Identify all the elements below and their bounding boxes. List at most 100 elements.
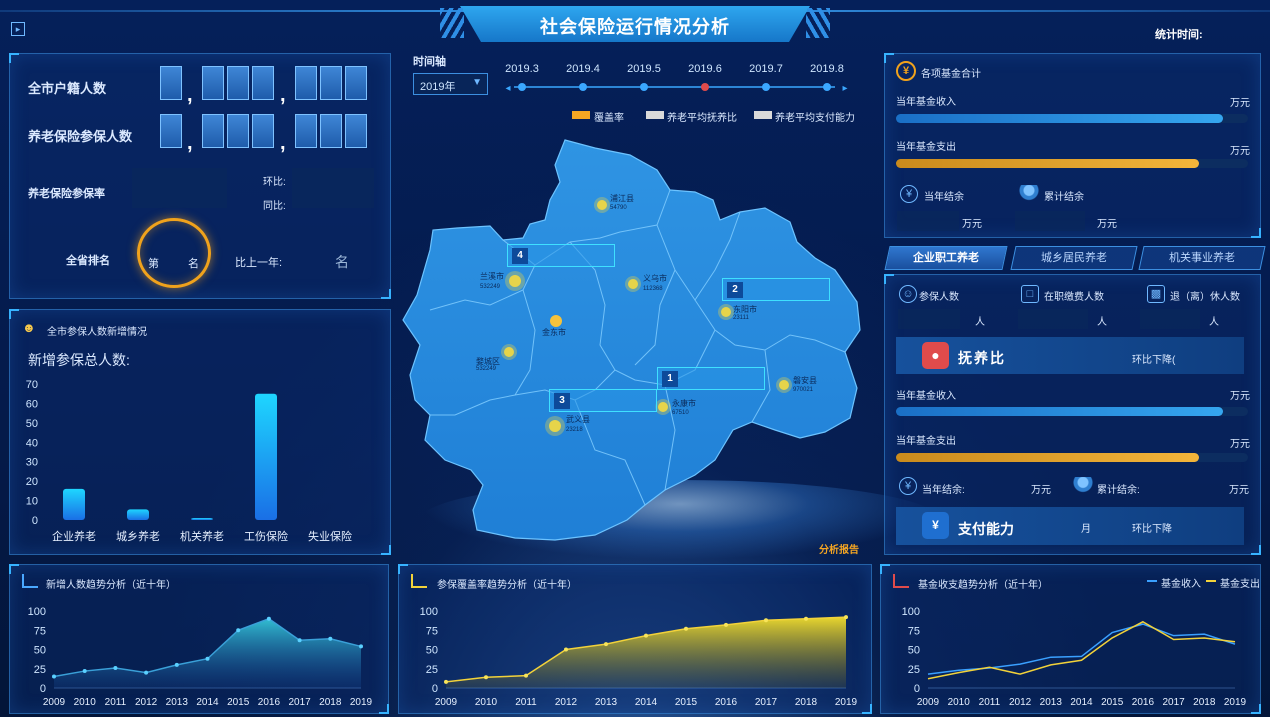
data-point xyxy=(684,626,688,631)
coverage-trend-chart: 0 25 50 75 100 2009 2010 2011 2012 2013 2014 2015 20… xyxy=(420,606,858,708)
data-point xyxy=(444,679,448,684)
digit-separator: , xyxy=(187,84,193,106)
new-insured-bar-chart: 0 10 20 30 40 50 60 70 企业养老 城乡养老 机关养老 工伤保险 失业保险 xyxy=(26,379,352,543)
tab-enterprise-pension[interactable]: 企业职工养老 xyxy=(884,246,1008,270)
payment-trend: 环比下降 xyxy=(1132,524,1172,535)
x-tick-label: 2009 xyxy=(43,697,66,708)
bar xyxy=(255,393,277,520)
x-tick-label: 工伤保险 xyxy=(244,529,288,543)
data-point xyxy=(484,675,488,680)
map-region[interactable] xyxy=(402,139,861,541)
city-marker-yongkang[interactable] xyxy=(658,402,668,412)
trend-line-icon xyxy=(411,574,427,588)
legend-dependency: 养老平均抚养比 xyxy=(667,113,737,124)
city-marker-yiwu[interactable] xyxy=(628,279,638,289)
cumulative-label: 累计结余 xyxy=(1044,192,1084,203)
mid-cumulative-label: 累计结余: xyxy=(1097,485,1140,496)
x-tick-label: 2018 xyxy=(319,697,342,708)
residents-label: 全市户籍人数 xyxy=(28,81,107,96)
data-point xyxy=(297,638,302,643)
city-name: 义乌市 xyxy=(643,274,667,283)
digit-box xyxy=(295,66,317,100)
x-tick-label: 2016 xyxy=(258,697,281,708)
x-tick-label: 2017 xyxy=(755,697,778,708)
city-marker-jindong[interactable] xyxy=(550,315,562,327)
city-marker-lanxi[interactable] xyxy=(509,275,521,287)
rank-number: 1 xyxy=(662,371,678,387)
x-tick-label: 2019 xyxy=(1224,697,1247,708)
retired-unit: 人 xyxy=(1209,317,1219,328)
digit-box xyxy=(320,66,342,100)
legend-income: 基金收入 xyxy=(1161,579,1201,590)
tab-government-pension[interactable]: 机关事业养老 xyxy=(1138,246,1266,270)
x-tick-label: 2015 xyxy=(227,697,250,708)
y-tick-label: 100 xyxy=(28,606,46,618)
data-point xyxy=(236,628,241,633)
digit-box xyxy=(160,114,182,148)
id-card-icon: □ xyxy=(1021,285,1039,303)
fund-expense-unit: 万元 xyxy=(1230,146,1250,157)
city-marker-wucheng[interactable] xyxy=(504,347,514,357)
city-marker-dongyang[interactable] xyxy=(721,307,731,317)
fund-total-panel xyxy=(884,53,1261,238)
analysis-report-link[interactable]: 分析报告 xyxy=(819,545,859,556)
payment-yuan-icon: ¥ xyxy=(922,512,949,539)
tab-label: 城乡居民养老 xyxy=(1041,252,1107,264)
data-point xyxy=(644,633,648,638)
map-rank-tag[interactable]: 3 xyxy=(549,389,657,412)
yuan-coin-icon: ¥ xyxy=(896,61,916,81)
data-point xyxy=(764,618,768,623)
x-tick-label: 2009 xyxy=(435,697,458,708)
stat-time-label: 统计时间: xyxy=(1155,29,1203,41)
timeline-month-label: 2019.5 xyxy=(627,63,661,75)
city-value: 67510 xyxy=(672,410,689,416)
cumulative-value-box xyxy=(1015,211,1085,231)
x-tick-label: 2012 xyxy=(555,697,578,708)
timeline-point xyxy=(640,83,648,91)
digit-separator: , xyxy=(280,84,286,106)
digit-box xyxy=(252,114,274,148)
fund-trend-chart: 0 25 50 75 100 2009 2010 2011 2012 2013 2014 2015 20… xyxy=(902,606,1247,708)
x-tick-label: 2019 xyxy=(835,697,858,708)
city-marker-panan[interactable] xyxy=(779,380,789,390)
contrib-value-box xyxy=(1018,309,1088,329)
rank-number: 3 xyxy=(554,393,570,409)
map-rank-tag[interactable]: 2 xyxy=(722,278,830,301)
area-fill xyxy=(446,617,846,688)
retired-icon: ▩ xyxy=(1147,285,1165,303)
y-tick-label: 70 xyxy=(26,379,38,391)
year-select[interactable]: 2019年 ▼ xyxy=(413,73,488,95)
chart2-title: 参保覆盖率趋势分析（近十年） xyxy=(437,580,577,591)
chart3-title: 基金收支趋势分析（近十年） xyxy=(918,580,1048,591)
data-point xyxy=(564,647,568,652)
city-name: 武义县 xyxy=(566,415,590,424)
balance-unit: 万元 xyxy=(962,219,982,230)
menu-toggle-icon[interactable]: ▸ xyxy=(11,22,25,36)
mid-balance-label: 当年结余: xyxy=(922,485,965,496)
y-tick-label: 0 xyxy=(914,683,920,695)
city-value: 54790 xyxy=(610,205,627,211)
tab-urban-rural-pension[interactable]: 城乡居民养老 xyxy=(1010,246,1138,270)
retired-label: 退（离）休人数 xyxy=(1170,292,1240,303)
x-tick-label: 2016 xyxy=(1132,697,1155,708)
digit-box xyxy=(202,114,224,148)
data-point xyxy=(82,669,87,674)
rank-ring xyxy=(137,218,211,288)
timeline-month-label: 2019.8 xyxy=(810,63,844,75)
timeline-prev-icon: ◂ xyxy=(505,83,510,94)
year-select-value: 2019年 xyxy=(420,81,456,93)
x-tick-label: 2013 xyxy=(1040,697,1063,708)
x-tick-label: 失业保险 xyxy=(308,529,352,543)
data-point xyxy=(174,662,179,667)
timeline-label: 时间轴 xyxy=(413,56,446,68)
map-rank-tag[interactable]: 4 xyxy=(507,244,615,267)
city-marker-pujiang[interactable] xyxy=(597,200,607,210)
fund-expense-bar xyxy=(896,159,1199,168)
timeline-point xyxy=(762,83,770,91)
people-icon: ☻ xyxy=(22,320,36,335)
y-tick-label: 75 xyxy=(426,625,438,637)
timeline-slider[interactable]: ◂ ▸ 2019.3 2019.4 2019.5 2019.6 2019.7 2019.8 xyxy=(500,58,865,98)
map-rank-tag[interactable]: 1 xyxy=(657,367,765,390)
city-name: 金东市 xyxy=(542,328,566,337)
city-marker-wuyi[interactable] xyxy=(549,420,561,432)
